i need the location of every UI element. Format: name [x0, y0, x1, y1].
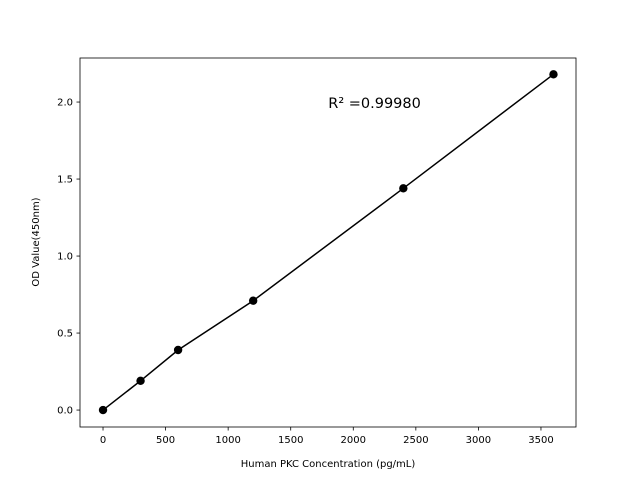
x-tick-label: 3500 — [528, 435, 553, 446]
data-point — [248, 296, 258, 305]
y-tick-label: 1.0 — [57, 252, 73, 263]
y-tick-label: 0.5 — [57, 329, 73, 340]
y-axis-label: OD Value(450nm) — [31, 197, 42, 286]
x-axis-label: Human PKC Concentration (pg/mL) — [241, 459, 416, 470]
x-tick-label: 500 — [156, 435, 175, 446]
data-point — [98, 405, 108, 415]
x-tick-label: 0 — [100, 435, 106, 446]
y-tick-label: 2.0 — [57, 98, 73, 109]
y-tick-label: 1.5 — [57, 175, 73, 186]
data-point — [399, 184, 408, 193]
series-line — [102, 73, 554, 411]
x-tick-label: 1500 — [278, 435, 303, 446]
x-tick-label: 1000 — [215, 435, 240, 446]
r-squared-annotation: R² =0.99980 — [328, 96, 421, 112]
x-axis: 0 500 1000 1500 2000 2500 3000 3500 — [100, 427, 554, 446]
data-points — [98, 70, 558, 415]
y-tick-label: 0.0 — [57, 406, 73, 417]
x-tick-label: 3000 — [466, 435, 491, 446]
x-tick-label: 2500 — [403, 435, 428, 446]
x-tick-label: 2000 — [341, 435, 366, 446]
data-point — [173, 345, 183, 355]
data-point — [136, 376, 145, 385]
y-axis: 0.0 0.5 1.0 1.5 2.0 — [57, 98, 80, 417]
data-point — [549, 70, 558, 79]
